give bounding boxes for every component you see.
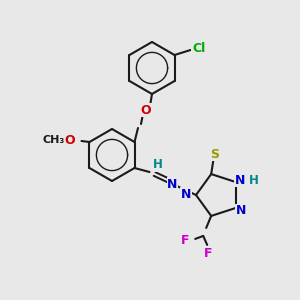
Text: Cl: Cl xyxy=(192,43,205,56)
Text: O: O xyxy=(64,134,75,146)
Text: N: N xyxy=(167,178,178,190)
Text: H: H xyxy=(153,158,163,172)
Text: F: F xyxy=(204,248,212,260)
Text: S: S xyxy=(210,148,219,160)
Text: H: H xyxy=(249,174,259,187)
Text: N: N xyxy=(235,174,245,187)
Text: CH₃: CH₃ xyxy=(42,135,64,145)
Text: N: N xyxy=(181,188,191,200)
Text: O: O xyxy=(141,103,151,116)
Text: N: N xyxy=(236,204,246,218)
Text: F: F xyxy=(181,234,190,248)
